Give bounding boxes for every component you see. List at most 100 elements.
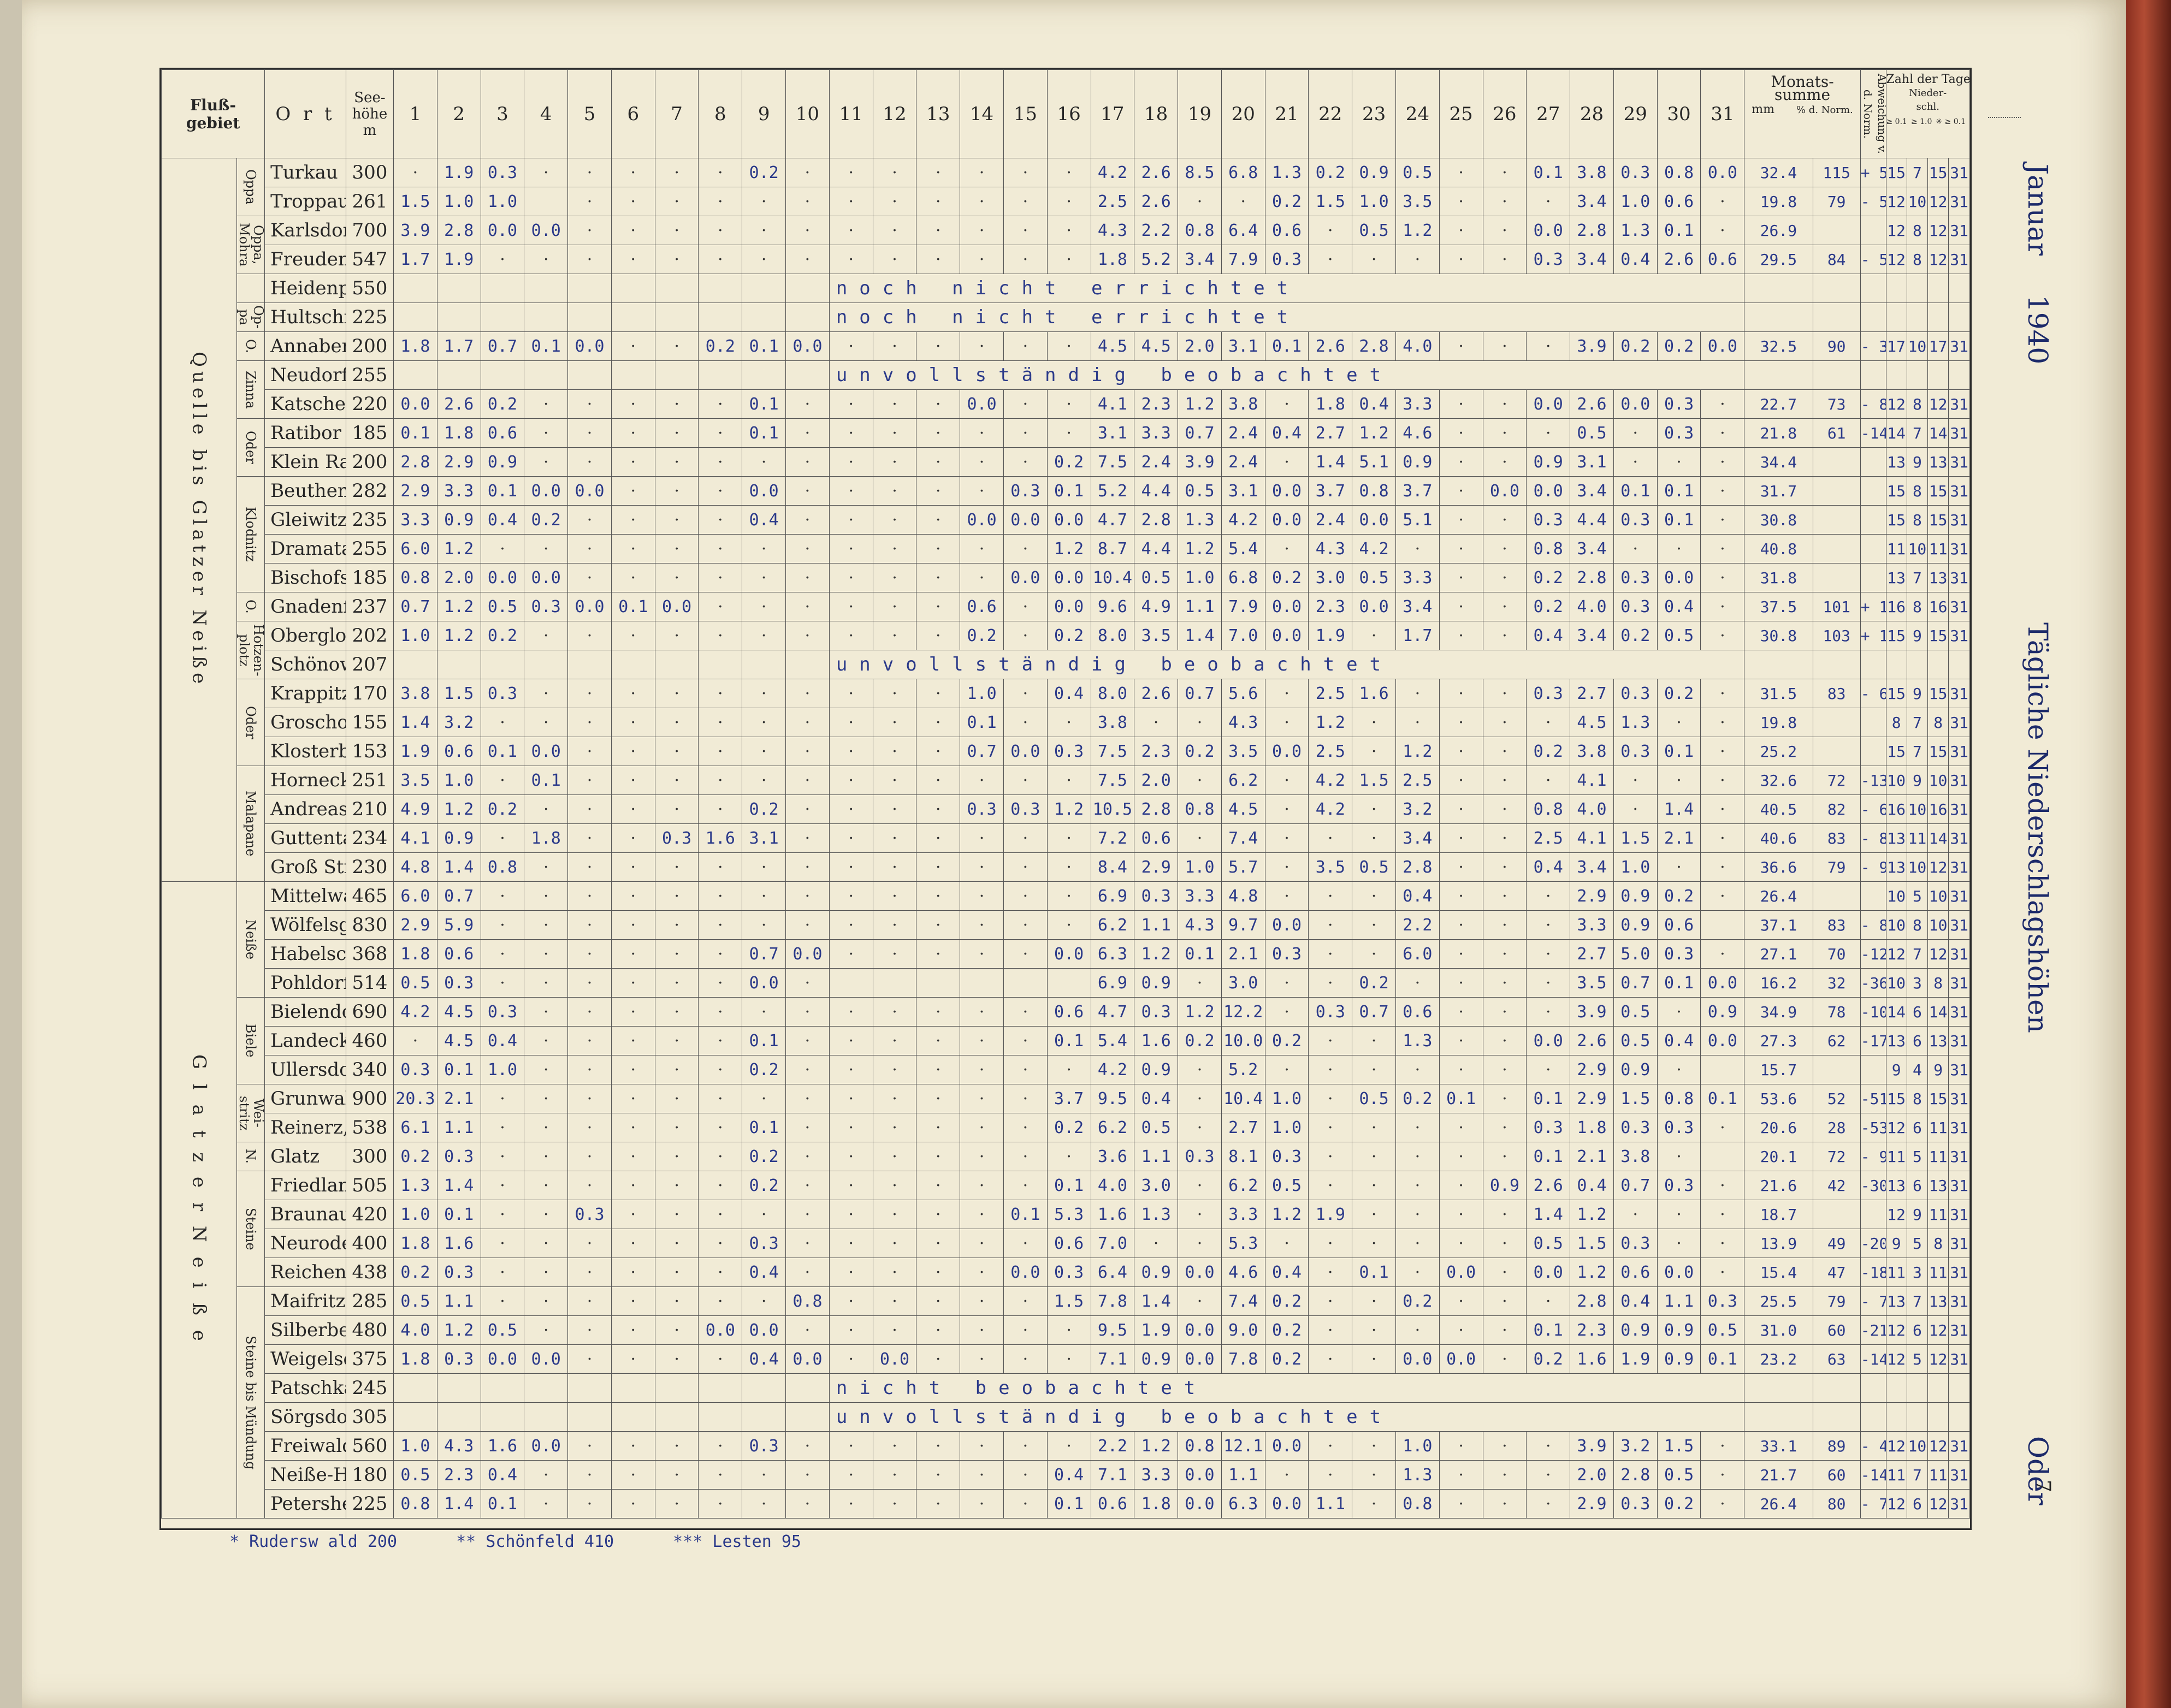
days-precip-ge-1-0: 8 (1906, 389, 1929, 419)
station-elevation: 207 (345, 650, 394, 679)
day-value: 0.3 (1613, 679, 1658, 708)
day-value: · (698, 534, 743, 564)
percent-of-normal: 82 (1812, 794, 1861, 824)
days-snow (1927, 274, 1949, 303)
day-value: · (1395, 968, 1440, 998)
day-value: · (916, 331, 961, 361)
deviation-from-normal: -10 (1860, 997, 1886, 1027)
day-value: 0.6 (1395, 997, 1440, 1027)
day-value: · (1439, 1142, 1483, 1171)
days-precip-ge-1-0 (1906, 303, 1929, 332)
day-value: · (567, 794, 612, 824)
days-snow: 11 (1927, 1460, 1949, 1490)
day-value: · (872, 1055, 917, 1084)
side-title: Januar 1940 Tägliche Niederschlagshöhen … (1988, 164, 2054, 1529)
day-value: · (1046, 389, 1091, 419)
day-value: 2.7 (1570, 679, 1614, 708)
day-value (785, 360, 830, 390)
day-value: · (872, 592, 917, 621)
day-value: · (698, 1229, 743, 1258)
days-snow: 15 (1927, 505, 1949, 535)
day-value: 0.6 (436, 737, 481, 766)
day-value: 1.1 (1221, 1460, 1265, 1490)
day-value: 2.8 (436, 216, 481, 245)
day-value: · (1700, 679, 1745, 708)
day-value: 5.1 (1352, 447, 1396, 477)
day-value: 1.3 (1395, 1460, 1440, 1490)
percent-of-normal: 60 (1812, 1460, 1861, 1490)
days-snow: 13 (1927, 447, 1949, 477)
monthly-sum: 31.5 (1744, 679, 1813, 708)
day-value: · (524, 1026, 569, 1055)
day-value: 4.5 (436, 997, 481, 1027)
station-name: Neurode (264, 1229, 346, 1258)
table-row: Sörgsdorf305unvollständig beobachtet (162, 1402, 1970, 1432)
header-day-2: 2 (436, 69, 481, 158)
monthly-sum: 31.0 (1744, 1315, 1813, 1345)
days-precip-ge-0-1: 10 (1885, 968, 1907, 998)
days-snow: 15 (1927, 1084, 1949, 1113)
day-value: 0.3 (480, 997, 525, 1027)
header-river: Fluß- gebiet (161, 69, 265, 158)
table-row: Troppau 261 1.5 1.0 1.0 · · · · · · · · · · · · 2.5 2.6 · · 0… (162, 187, 1970, 216)
day-value: · (567, 1258, 612, 1287)
day-value (393, 303, 437, 332)
day-value: · (916, 997, 961, 1027)
day-value: · (1046, 852, 1091, 882)
day-value: 0.3 (1613, 592, 1658, 621)
day-value (436, 360, 481, 390)
header-day-7: 7 (654, 69, 699, 158)
monthly-sum: 19.8 (1744, 708, 1813, 737)
day-value: 0.8 (1526, 534, 1571, 564)
days-snow-cover: 31 (1948, 1315, 1970, 1345)
day-value: 3.3 (393, 505, 437, 535)
day-value: 0.3 (1657, 418, 1701, 448)
day-value: 2.4 (1221, 447, 1265, 477)
day-value: · (1352, 1026, 1396, 1055)
day-value: 2.6 (1570, 389, 1614, 419)
day-value: · (1439, 939, 1483, 969)
day-value: 0.2 (1352, 968, 1396, 998)
day-value: 3.9 (1178, 447, 1222, 477)
day-value: · (916, 1084, 961, 1113)
day-value: 0.0 (524, 1431, 569, 1461)
day-value: · (698, 708, 743, 737)
day-value (742, 1373, 786, 1403)
days-precip-ge-1-0 (1906, 274, 1929, 303)
day-value: · (1482, 679, 1527, 708)
days-precip-ge-0-1: 13 (1885, 823, 1907, 853)
day-value: 0.0 (1264, 505, 1309, 535)
day-value: · (1526, 1460, 1571, 1490)
percent-of-normal (1812, 650, 1861, 679)
day-value: · (829, 1229, 873, 1258)
station-elevation: 538 (345, 1113, 394, 1142)
day-value: · (611, 563, 655, 592)
day-value: · (524, 158, 569, 187)
day-value: · (960, 187, 1004, 216)
day-value: 0.0 (1657, 1258, 1701, 1287)
day-value: 2.8 (393, 447, 437, 477)
day-value: 0.6 (1657, 187, 1701, 216)
days-precip-ge-0-1: 12 (1885, 939, 1907, 969)
day-value: · (480, 939, 525, 969)
day-value: · (698, 245, 743, 274)
day-value (742, 360, 786, 390)
days-precip-ge-0-1: 12 (1885, 245, 1907, 274)
day-value: · (1308, 1084, 1353, 1113)
day-value: 4.1 (1570, 823, 1614, 853)
day-value: 0.3 (436, 1344, 481, 1374)
day-value: · (1657, 997, 1701, 1027)
day-value: 4.3 (436, 1431, 481, 1461)
day-value: 1.1 (1134, 910, 1179, 940)
days-snow-cover: 31 (1948, 331, 1970, 361)
side-month: Januar (2022, 164, 2054, 256)
monthly-sum (1744, 303, 1813, 332)
day-value (524, 1373, 569, 1403)
day-value: 7.0 (1221, 621, 1265, 650)
day-value: 0.3 (1264, 245, 1309, 274)
days-snow: 14 (1927, 418, 1949, 448)
station-elevation: 200 (345, 447, 394, 477)
day-value: 8.0 (1090, 621, 1135, 650)
day-value: · (785, 766, 830, 795)
day-value: 0.3 (1264, 1142, 1309, 1171)
